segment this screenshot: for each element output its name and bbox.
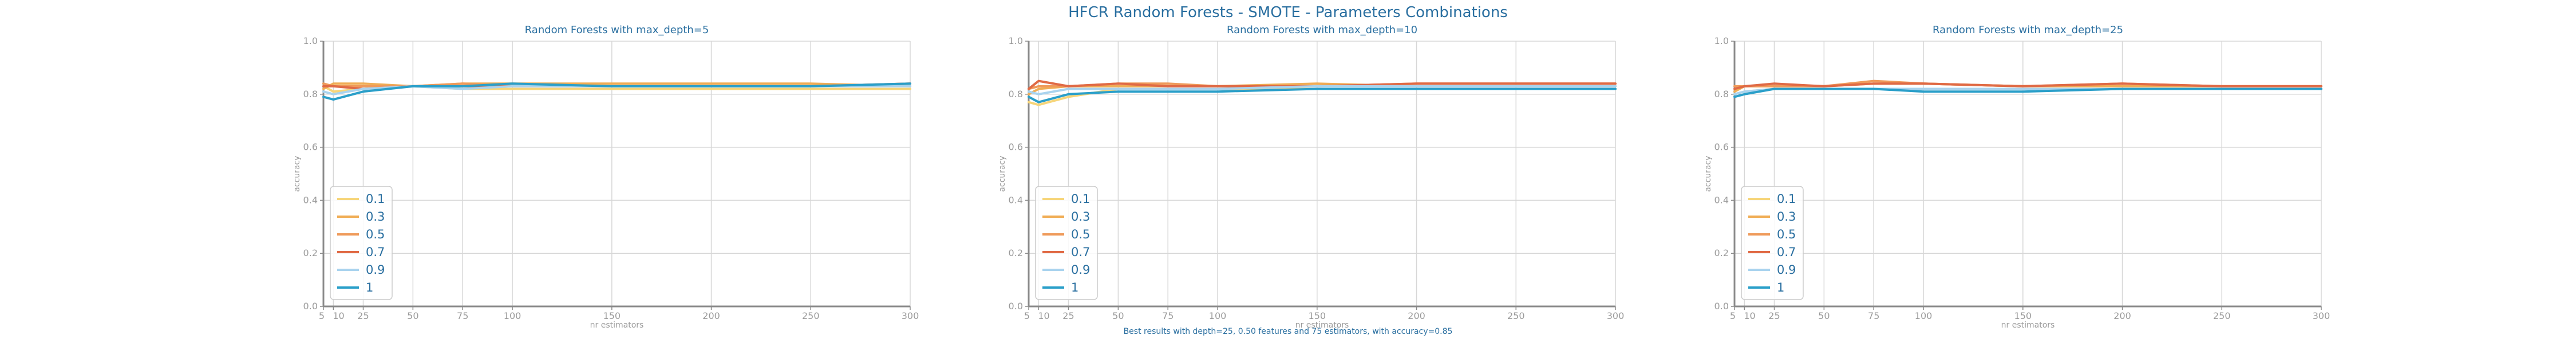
x-tick-label: 100 xyxy=(1209,310,1227,321)
x-tick-label: 25 xyxy=(1062,310,1074,321)
x-tick-label: 100 xyxy=(1915,310,1933,321)
y-tick-label: 0.6 xyxy=(1714,142,1729,153)
subplot-1: 0.0 0.2 0.4 0.6 0.8 1.0 5 10 25 50 75 100 150 200 250 3… xyxy=(293,24,919,330)
series-line-0-1 xyxy=(322,85,911,93)
legend-label: 0.1 xyxy=(1777,192,1796,206)
y-tick-label: 0.8 xyxy=(1714,89,1729,99)
subplot-title: Random Forests with max_depth=5 xyxy=(525,24,709,36)
subplot-title: Random Forests with max_depth=25 xyxy=(1933,24,2123,36)
subplot-title: Random Forests with max_depth=10 xyxy=(1227,24,1417,36)
x-tick-label: 250 xyxy=(1507,310,1525,321)
legend-label: 0.3 xyxy=(366,210,385,224)
x-tick-label: 5 xyxy=(319,310,325,321)
legend-label: 0.7 xyxy=(1777,245,1796,259)
x-tick-label: 200 xyxy=(702,310,720,321)
series-line-0-7 xyxy=(1733,82,2322,90)
y-tick-label: 0.6 xyxy=(1009,142,1023,153)
x-tick-label: 100 xyxy=(504,310,521,321)
x-tick-label: 75 xyxy=(1868,310,1879,321)
x-tick-label: 10 xyxy=(1038,310,1049,321)
subplots: 0.00.20.40.60.81.05 10 25 50 75 100 150 200 250 3… xyxy=(293,24,2330,330)
x-tick-label: 75 xyxy=(457,310,468,321)
x-axis-label: nr estimators xyxy=(590,321,644,330)
y-tick-label: 0.2 xyxy=(303,248,318,258)
legend-box xyxy=(330,186,393,300)
legend-label: 0.5 xyxy=(1071,228,1090,241)
legend-label: 0.9 xyxy=(1777,263,1796,277)
y-tick-label: 1.0 xyxy=(1714,35,1729,46)
legend-label: 1 xyxy=(1071,281,1078,294)
series-line-0-7 xyxy=(1028,79,1617,90)
y-axis-label: accuracy xyxy=(293,155,302,192)
x-tick-label: 150 xyxy=(2014,310,2032,321)
y-tick-label: 0.0 xyxy=(303,301,318,312)
legend-label: 0.1 xyxy=(1071,192,1090,206)
x-tick-label: 150 xyxy=(603,310,621,321)
y-tick-label: 1.0 xyxy=(303,35,318,46)
x-tick-label: 25 xyxy=(1768,310,1780,321)
x-tick-label: 300 xyxy=(1607,310,1625,321)
x-tick-label: 50 xyxy=(1112,310,1124,321)
subplot-2: 0.0 0.2 0.4 0.6 0.8 1.0 5 10 25 50 75 100 150 200 250 3… xyxy=(998,24,1624,330)
x-axis-label: nr estimators xyxy=(2001,321,2055,330)
legend-label: 0.7 xyxy=(1071,245,1090,259)
y-tick-label: 0.8 xyxy=(1009,89,1023,99)
x-tick-label: 250 xyxy=(802,310,820,321)
legend-label: 0.9 xyxy=(1071,263,1090,277)
y-tick-label: 0.2 xyxy=(1009,248,1023,258)
y-tick-label: 0.2 xyxy=(1714,248,1729,258)
x-tick-label: 5 xyxy=(1730,310,1736,321)
legend-label: 0.5 xyxy=(1777,228,1796,241)
legend-label: 1 xyxy=(366,281,373,294)
legend-box xyxy=(1741,186,1804,300)
x-axis-label: nr estimators xyxy=(1295,321,1349,330)
legend-label: 0.7 xyxy=(366,245,385,259)
x-tick-label: 200 xyxy=(1408,310,1425,321)
series-line-0-9 xyxy=(1028,85,1617,95)
y-tick-label: 0.4 xyxy=(303,194,318,205)
legend-box xyxy=(1035,186,1098,300)
legend-label: 1 xyxy=(1777,281,1784,294)
y-tick-label: 1.0 xyxy=(1009,35,1023,46)
x-tick-label: 300 xyxy=(902,310,919,321)
y-axis-label: accuracy xyxy=(1704,155,1713,192)
legend-label: 0.5 xyxy=(366,228,385,241)
legend-label: 0.3 xyxy=(1777,210,1796,224)
y-tick-label: 0.4 xyxy=(1009,194,1023,205)
y-tick-label: 0.8 xyxy=(303,89,318,99)
x-tick-label: 200 xyxy=(2113,310,2131,321)
x-tick-label: 150 xyxy=(1309,310,1326,321)
legend-label: 0.3 xyxy=(1071,210,1090,224)
x-tick-label: 50 xyxy=(407,310,418,321)
y-axis-label: accuracy xyxy=(998,155,1007,192)
y-tick-label: 0.6 xyxy=(303,142,318,153)
series-line-1 xyxy=(1028,87,1617,103)
x-tick-label: 10 xyxy=(1744,310,1755,321)
x-tick-label: 50 xyxy=(1818,310,1830,321)
y-tick-label: 0.0 xyxy=(1009,301,1023,312)
x-tick-label: 75 xyxy=(1162,310,1174,321)
figure-title: HFCR Random Forests - SMOTE - Parameters… xyxy=(1068,4,1508,21)
x-tick-label: 25 xyxy=(357,310,369,321)
y-tick-label: 0.0 xyxy=(1714,301,1729,312)
series-line-1 xyxy=(322,82,911,101)
legend-label: 0.1 xyxy=(366,192,385,206)
y-tick-label: 0.4 xyxy=(1714,194,1729,205)
figure-footnote: Best results with depth=25, 0.50 feature… xyxy=(1124,327,1453,336)
series-line-0-3 xyxy=(322,82,911,90)
x-tick-label: 5 xyxy=(1024,310,1030,321)
x-tick-label: 250 xyxy=(2213,310,2231,321)
subplot-3: 0.0 0.2 0.4 0.6 0.8 1.0 5 10 25 50 75 100 150 200 250 3… xyxy=(1704,24,2330,330)
legend-label: 0.9 xyxy=(366,263,385,277)
x-tick-label: 300 xyxy=(2313,310,2330,321)
series-line-1 xyxy=(1733,87,2322,98)
x-tick-label: 10 xyxy=(333,310,344,321)
